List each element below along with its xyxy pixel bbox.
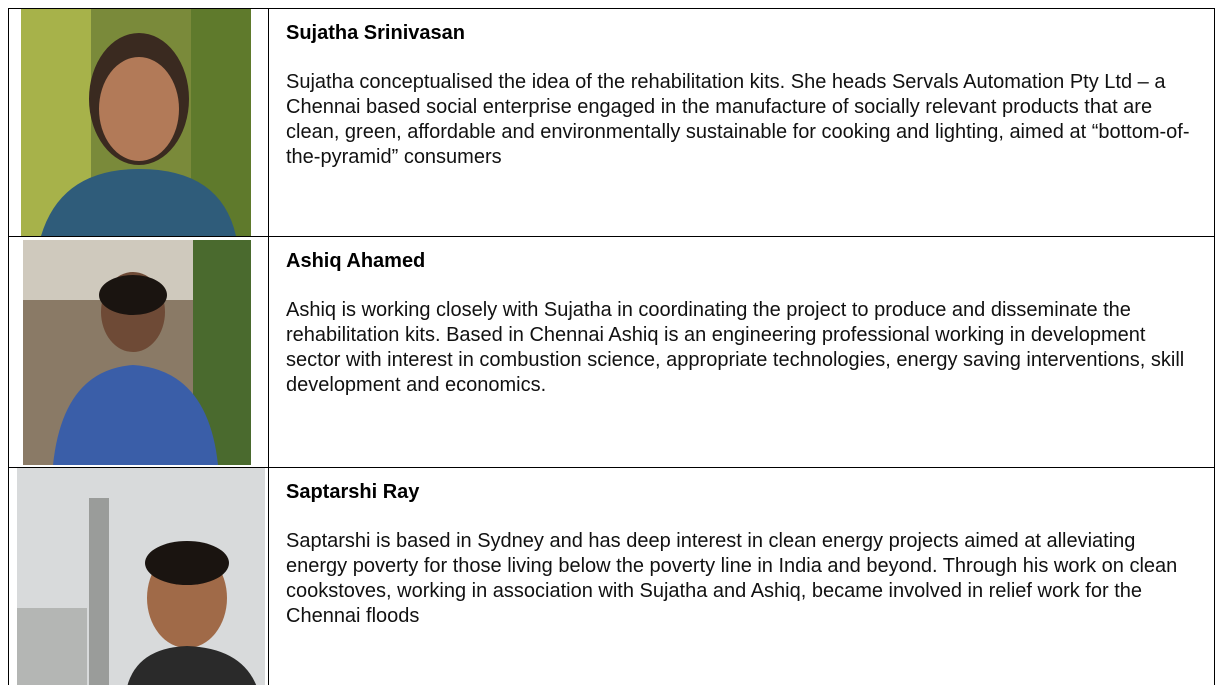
person-row: Saptarshi Ray Saptarshi is based in Sydn… [9, 468, 1215, 685]
photo-cell [9, 237, 269, 468]
text-cell: Sujatha Srinivasan Sujatha conceptualise… [269, 9, 1215, 237]
photo-cell [9, 9, 269, 237]
person-bio: Ashiq is working closely with Sujatha in… [286, 298, 1198, 398]
person-bio: Sujatha conceptualised the idea of the r… [286, 70, 1198, 170]
photo [23, 240, 251, 465]
photo-cell [9, 468, 269, 685]
people-table: Sujatha Srinivasan Sujatha conceptualise… [8, 8, 1215, 685]
person-name: Ashiq Ahamed [286, 249, 1198, 273]
person-bio: Saptarshi is based in Sydney and has dee… [286, 529, 1198, 629]
text-cell: Saptarshi Ray Saptarshi is based in Sydn… [269, 468, 1215, 685]
text-cell: Ashiq Ahamed Ashiq is working closely wi… [269, 237, 1215, 468]
photo [17, 468, 265, 685]
person-row: Sujatha Srinivasan Sujatha conceptualise… [9, 9, 1215, 237]
photo [21, 9, 251, 236]
page: Sujatha Srinivasan Sujatha conceptualise… [0, 0, 1229, 685]
person-row: Ashiq Ahamed Ashiq is working closely wi… [9, 237, 1215, 468]
person-name: Sujatha Srinivasan [286, 21, 1198, 45]
person-name: Saptarshi Ray [286, 480, 1198, 504]
